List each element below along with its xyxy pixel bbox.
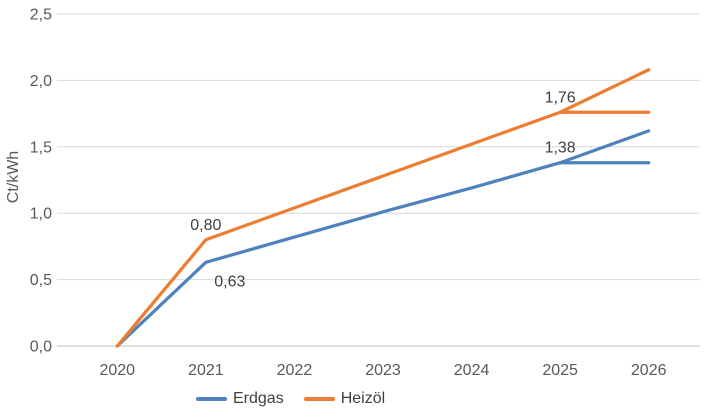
legend-item-erdgas: Erdgas	[196, 390, 284, 408]
legend-label-heizoel: Heizöl	[340, 390, 386, 407]
data-label: 1,76	[545, 89, 576, 106]
x-tick-label: 2022	[277, 362, 313, 379]
y-tick-label: 1,0	[30, 206, 52, 223]
legend-label-erdgas: Erdgas	[233, 390, 284, 407]
data-label: 0,63	[214, 273, 245, 290]
x-tick-label: 2021	[188, 362, 224, 379]
x-tick-label: 2023	[365, 362, 401, 379]
x-tick-label: 2026	[631, 362, 667, 379]
y-tick-label: 2,5	[30, 7, 52, 24]
legend-item-heizoel: Heizöl	[303, 390, 386, 408]
y-tick-label: 2,0	[30, 73, 52, 90]
x-tick-label: 2024	[454, 362, 490, 379]
data-label: 0,80	[190, 217, 221, 234]
erdgas-line-swatch	[196, 397, 227, 401]
y-tick-label: 0,0	[30, 339, 52, 356]
y-axis-title: Ct/kWh	[5, 150, 22, 204]
data-label: 1,38	[545, 140, 576, 157]
x-tick-label: 2025	[542, 362, 578, 379]
y-tick-label: 1,5	[30, 139, 52, 156]
x-tick-label: 2020	[99, 362, 135, 379]
legend: Erdgas Heizöl	[196, 390, 385, 408]
y-tick-label: 0,5	[30, 272, 52, 289]
heizoel-line-swatch	[303, 397, 335, 401]
